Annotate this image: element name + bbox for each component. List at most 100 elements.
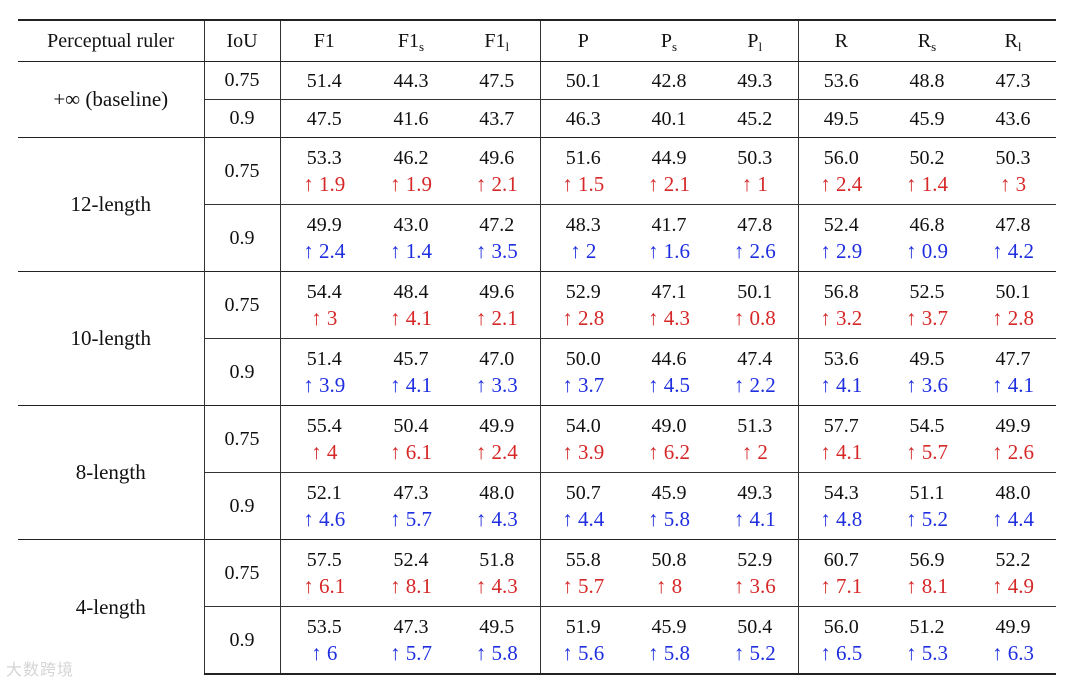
- metric-cell: 40.1: [626, 99, 712, 138]
- header-ruler: Perceptual ruler: [18, 19, 204, 62]
- metric-value: 43.6: [995, 107, 1031, 130]
- metric-value: 56.0: [823, 147, 859, 169]
- metric-value: 51.4: [306, 69, 342, 92]
- metric-delta: ↑ 5.7: [390, 641, 432, 665]
- metric-cell: 54.4 ↑ 3: [279, 271, 368, 339]
- metric-cell: 51.1 ↑ 5.2: [884, 472, 970, 540]
- metric-cell: 49.9 ↑ 6.3: [970, 606, 1056, 675]
- header-metric: R: [797, 19, 884, 62]
- metric-value: 52.4: [823, 214, 859, 236]
- metric-cell: 45.7 ↑ 4.1: [368, 338, 454, 406]
- metric-delta: ↑ 3.9: [303, 373, 346, 397]
- metric-value: 49.5: [823, 107, 859, 130]
- metric-value: 48.0: [479, 482, 515, 504]
- metric-cell: 47.8 ↑ 2.6: [712, 204, 798, 272]
- metric-cell: 52.4 ↑ 8.1: [368, 539, 454, 607]
- metric-cell: 56.0 ↑ 2.4: [797, 137, 884, 205]
- iou-cell: 0.75: [203, 539, 280, 607]
- metric-delta: ↑ 6.2: [648, 440, 690, 464]
- metric-delta: ↑ 4.1: [820, 373, 863, 397]
- metric-delta: ↑ 4: [311, 440, 338, 464]
- metric-delta: ↑ 2: [741, 440, 768, 464]
- metric-value: 49.9: [995, 415, 1031, 437]
- metric-delta: ↑ 4.4: [992, 507, 1034, 531]
- metric-delta: ↑ 1.5: [562, 172, 605, 196]
- metric-value: 50.1: [737, 281, 773, 303]
- metric-delta: ↑ 6.5: [820, 641, 863, 665]
- table-row: 0.9 49.9 ↑ 2.4 43.0 ↑ 1.4 47.2 ↑ 3.5 48.3 ↑ 2 41.…: [18, 204, 1056, 272]
- metric-value: 47.4: [737, 348, 773, 370]
- metric-cell: 49.3: [712, 61, 798, 100]
- metric-value: 43.0: [393, 214, 429, 236]
- metric-value: 47.3: [393, 482, 429, 504]
- metric-delta: ↑ 3.6: [906, 373, 948, 397]
- metric-cell: 51.4: [279, 61, 368, 100]
- metric-value: 50.0: [565, 348, 601, 370]
- metric-delta: ↑ 3.9: [562, 440, 605, 464]
- metric-cell: 45.2: [712, 99, 798, 138]
- metric-delta: ↑ 2: [570, 239, 597, 263]
- metric-delta: ↑ 4.4: [562, 507, 605, 531]
- metric-delta: ↑ 5.2: [733, 641, 776, 665]
- metric-cell: 50.4 ↑ 5.2: [712, 606, 798, 675]
- metric-cell: 49.5: [797, 99, 884, 138]
- metric-delta: ↑ 1: [741, 172, 768, 196]
- metric-cell: 52.9 ↑ 2.8: [539, 271, 626, 339]
- metric-delta: ↑ 7.1: [820, 574, 863, 598]
- metric-cell: 45.9: [884, 99, 970, 138]
- table-row: 4-length 0.75 57.5 ↑ 6.1 52.4 ↑ 8.1 51.8 ↑ 4.3 5…: [18, 539, 1056, 674]
- metric-value: 60.7: [823, 549, 859, 571]
- header-metric: F1: [279, 19, 368, 62]
- metric-cell: 43.0 ↑ 1.4: [368, 204, 454, 272]
- metric-value: 54.0: [565, 415, 601, 437]
- metric-value: 42.8: [651, 69, 687, 92]
- header-metric: F1s: [368, 19, 454, 62]
- metric-cell: 47.3 ↑ 5.7: [368, 472, 454, 540]
- metric-delta: ↑ 4.9: [992, 574, 1034, 598]
- metric-value: 53.5: [306, 616, 342, 638]
- metric-value: 47.8: [737, 214, 773, 236]
- metric-value: 51.6: [565, 147, 601, 169]
- metric-value: 50.7: [565, 482, 601, 504]
- metric-cell: 48.8: [884, 61, 970, 100]
- metric-value: 47.0: [479, 348, 515, 370]
- metric-value: 52.2: [995, 549, 1031, 571]
- results-table: Perceptual ruler IoU F1 F1s F1l P Ps Pl …: [18, 19, 1056, 675]
- metric-delta: ↑ 2.8: [562, 306, 605, 330]
- metric-value: 54.4: [306, 281, 342, 303]
- metric-value: 48.3: [565, 214, 601, 236]
- metric-value: 50.2: [909, 147, 945, 169]
- header-row: Perceptual ruler IoU F1 F1s F1l P Ps Pl …: [18, 19, 1056, 62]
- metric-value: 48.4: [393, 281, 429, 303]
- metric-cell: 50.8 ↑ 8: [626, 539, 712, 607]
- metric-delta: ↑ 4.2: [992, 239, 1034, 263]
- metric-delta: ↑ 4.5: [648, 373, 690, 397]
- metric-cell: 51.2 ↑ 5.3: [884, 606, 970, 675]
- metric-delta: ↑ 4.8: [820, 507, 863, 531]
- table-row: 0.9 53.5 ↑ 6 47.3 ↑ 5.7 49.5 ↑ 5.8 51.9 ↑ 5.6 45.…: [18, 606, 1056, 675]
- metric-cell: 50.1: [539, 61, 626, 100]
- metric-value: 49.9: [306, 214, 342, 236]
- metric-delta: ↑ 2.1: [648, 172, 690, 196]
- metric-delta: ↑ 5.8: [648, 641, 690, 665]
- metric-value: 53.3: [306, 147, 342, 169]
- metric-cell: 47.5: [279, 99, 368, 138]
- metric-delta: ↑ 0.9: [906, 239, 948, 263]
- metric-value: 44.9: [651, 147, 687, 169]
- metric-delta: ↑ 4.1: [390, 306, 432, 330]
- metric-cell: 49.0 ↑ 6.2: [626, 405, 712, 473]
- metric-delta: ↑ 1.6: [648, 239, 690, 263]
- metric-cell: 44.3: [368, 61, 454, 100]
- metric-value: 55.8: [565, 549, 601, 571]
- metric-cell: 48.4 ↑ 4.1: [368, 271, 454, 339]
- metric-delta: ↑ 5.6: [562, 641, 605, 665]
- header-metric: Rs: [884, 19, 970, 62]
- metric-value: 46.3: [565, 107, 601, 130]
- metric-cell: 55.4 ↑ 4: [279, 405, 368, 473]
- metric-delta: ↑ 5.2: [906, 507, 948, 531]
- metric-cell: 47.8 ↑ 4.2: [970, 204, 1056, 272]
- metric-cell: 42.8: [626, 61, 712, 100]
- metric-value: 51.8: [479, 549, 515, 571]
- metric-cell: 50.7 ↑ 4.4: [539, 472, 626, 540]
- metric-value: 49.0: [651, 415, 687, 437]
